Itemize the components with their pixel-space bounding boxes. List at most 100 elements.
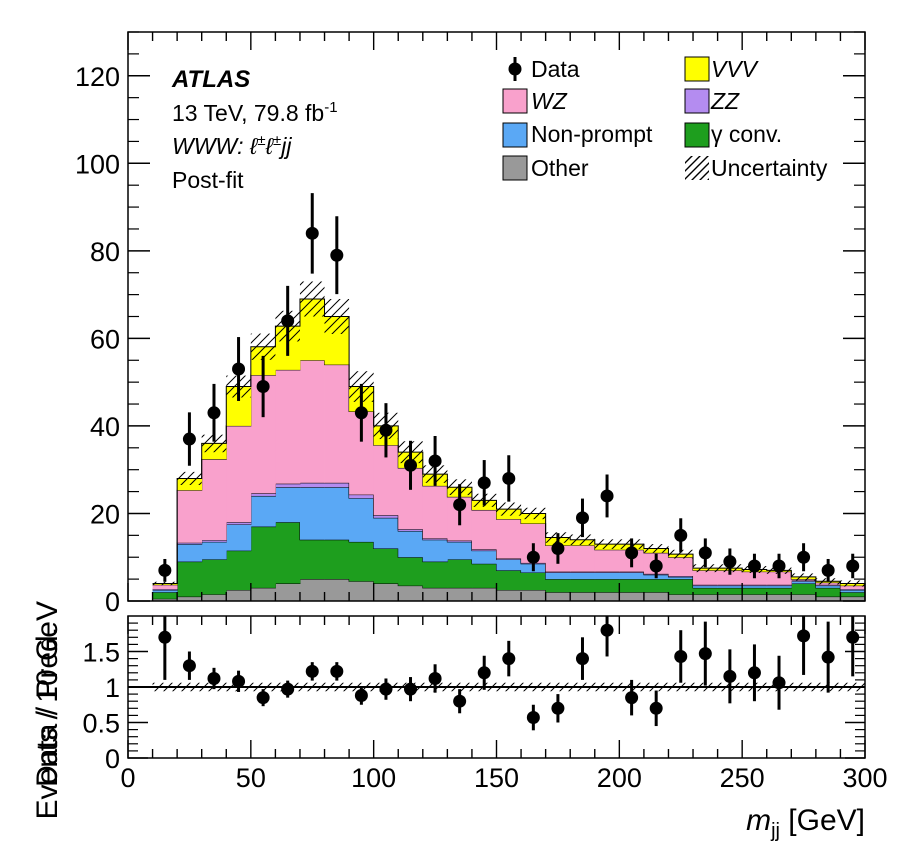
data-point	[797, 550, 811, 564]
uncertainty-bin	[840, 580, 865, 587]
wz-bar	[570, 545, 596, 572]
data-point	[428, 454, 442, 468]
zz-bar	[373, 515, 399, 518]
wz-bar	[201, 459, 227, 541]
other-bar	[398, 585, 424, 601]
gconv-bar	[275, 522, 301, 584]
gconv-bar	[815, 587, 841, 597]
nonprompt-bar	[226, 524, 252, 551]
gconv-bar	[177, 561, 203, 597]
other-bar	[471, 587, 497, 601]
legend-other-swatch	[502, 155, 528, 181]
ratio-point	[207, 671, 221, 685]
y-tick-label: 80	[90, 237, 120, 267]
nonprompt-bar	[373, 517, 399, 549]
y-tick-label: 60	[90, 324, 120, 354]
other-bar	[299, 579, 325, 601]
data-point	[723, 555, 737, 569]
ratio-point	[232, 674, 246, 688]
data-point	[821, 563, 835, 577]
x-tick-label: 50	[236, 763, 266, 793]
gconv-bar	[791, 583, 817, 595]
x-tick-label: 0	[120, 763, 135, 793]
ratio-y-tick-label: 1	[105, 673, 120, 703]
other-bar	[496, 590, 522, 601]
zz-bar	[471, 549, 497, 551]
x-tick-label: 200	[597, 763, 642, 793]
other-bar	[815, 596, 841, 601]
legend-entry-nonprompt: Non-prompt	[502, 121, 653, 148]
uncertainty-bin	[177, 471, 202, 486]
legend-gconv-swatch	[684, 122, 710, 148]
ratio-point	[551, 701, 565, 715]
data-point	[772, 559, 786, 573]
nonprompt-bar	[619, 572, 645, 580]
ratio-point	[846, 630, 860, 644]
data-point	[747, 559, 761, 573]
wz-bar	[668, 557, 694, 577]
y-tick-label: 0	[105, 587, 120, 617]
ratio-point	[330, 664, 344, 678]
legend-other-label: Other	[531, 155, 589, 181]
ratio-point	[575, 652, 589, 666]
data-point	[477, 476, 491, 490]
gconv-bar	[324, 539, 350, 580]
legend-entry-zz: ZZ	[684, 88, 740, 114]
gconv-bar	[521, 572, 547, 591]
x-tick-label: 250	[720, 763, 765, 793]
legend-uncertainty-label: Uncertainty	[711, 155, 828, 181]
zz-bar	[299, 482, 325, 488]
legend-zz-label: ZZ	[710, 88, 740, 114]
other-bar	[840, 596, 866, 601]
nonprompt-bar	[349, 498, 375, 542]
other-bar	[521, 590, 547, 601]
nonprompt-bar	[496, 559, 522, 571]
y-tick-label: 120	[75, 62, 120, 92]
gconv-bar	[226, 550, 252, 591]
data-point	[232, 362, 246, 376]
ratio-point	[723, 669, 737, 683]
nonprompt-bar	[791, 581, 817, 584]
uncertainty-bin	[668, 549, 694, 559]
wz-bar	[226, 425, 252, 523]
ratio-point	[600, 623, 614, 637]
other-bar	[766, 594, 792, 601]
gconv-bar	[201, 559, 227, 595]
other-bar	[570, 592, 596, 601]
channel-jets: jj	[278, 133, 292, 159]
ratio-point	[747, 666, 761, 680]
legend-wz-swatch	[502, 88, 528, 114]
data-point	[502, 471, 516, 485]
nonprompt-bar	[594, 572, 620, 580]
data-point	[404, 458, 418, 472]
ratio-y-tick-label: 0	[105, 744, 120, 774]
energy-lumi-text: 13 TeV, 79.8 fb	[172, 100, 324, 126]
data-point	[625, 546, 639, 560]
data-point	[256, 380, 270, 394]
other-bar	[717, 594, 743, 601]
other-bar	[324, 579, 350, 601]
y-tick-label: 100	[75, 149, 120, 179]
uncertainty-bin	[643, 544, 669, 553]
zz-bar	[349, 494, 375, 499]
nonprompt-bar	[398, 530, 424, 558]
other-bar	[791, 594, 817, 601]
ratio-point	[281, 682, 295, 696]
legend-data-label: Data	[531, 56, 580, 82]
wz-bar	[324, 364, 350, 483]
uncertainty-bin	[201, 434, 227, 453]
data-point	[649, 559, 663, 573]
nonprompt-bar	[570, 572, 596, 580]
gconv-bar	[545, 579, 571, 593]
channel-label: WWW: ℓ±ℓ±jj	[172, 132, 292, 159]
legend-entry-gconv: γ conv.	[684, 121, 782, 148]
ratio-point	[477, 666, 491, 680]
wz-bar	[717, 570, 743, 585]
gconv-bar	[250, 526, 276, 588]
uncertainty-bin	[693, 564, 718, 573]
other-bar	[275, 583, 301, 601]
ratio-y-axis-label: Data / Pred.	[31, 627, 64, 787]
gconv-bar	[693, 587, 718, 595]
x-axis-label-sub: jj	[770, 820, 780, 842]
data-point	[453, 498, 467, 512]
